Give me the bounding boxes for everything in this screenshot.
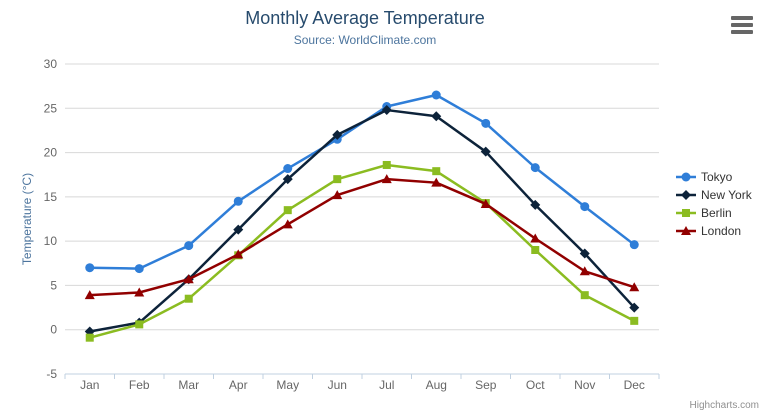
x-axis-label: Mar — [178, 378, 199, 392]
x-axis-label: Jul — [379, 378, 394, 392]
hamburger-bar — [731, 30, 753, 34]
data-point-marker[interactable] — [381, 174, 392, 184]
hamburger-bar — [731, 16, 753, 20]
data-point-marker[interactable] — [431, 111, 442, 122]
data-point-marker[interactable] — [233, 249, 244, 259]
data-point-marker[interactable] — [184, 294, 193, 303]
data-point-marker[interactable] — [629, 282, 640, 292]
y-axis-title: Temperature (°C) — [20, 172, 34, 266]
data-point-marker[interactable] — [579, 248, 590, 259]
data-point-marker[interactable] — [682, 209, 690, 217]
legend-item-tokyo[interactable]: Tokyo — [676, 170, 752, 184]
series-line — [88, 108, 636, 333]
data-point-marker[interactable] — [233, 224, 244, 235]
data-point-marker[interactable] — [579, 266, 590, 276]
legend-label: Berlin — [701, 206, 732, 220]
hamburger-menu-icon[interactable] — [727, 12, 757, 38]
data-point-marker[interactable] — [530, 233, 541, 243]
y-axis-label: 15 — [44, 190, 58, 204]
x-axis-label: Dec — [624, 378, 645, 392]
series-london[interactable] — [84, 174, 640, 300]
data-point-marker[interactable] — [480, 146, 491, 157]
hamburger-bar — [731, 23, 753, 27]
data-point-marker[interactable] — [282, 219, 293, 229]
data-point-marker[interactable] — [580, 202, 590, 212]
legend-item-new-york[interactable]: New York — [676, 188, 752, 202]
data-point-marker[interactable] — [332, 129, 343, 140]
data-point-marker[interactable] — [183, 274, 194, 284]
data-point-marker[interactable] — [382, 160, 391, 169]
data-point-marker[interactable] — [431, 90, 441, 100]
series-line — [88, 93, 636, 270]
series-line — [88, 163, 636, 339]
x-axis-label: May — [276, 378, 299, 392]
data-point-marker[interactable] — [233, 196, 243, 206]
chart-subtitle: Source: WorldClimate.com — [293, 33, 437, 47]
y-axis-label: 20 — [44, 146, 58, 160]
data-point-marker[interactable] — [184, 241, 194, 251]
data-point-marker[interactable] — [283, 206, 292, 215]
data-point-marker[interactable] — [681, 190, 691, 200]
data-point-marker[interactable] — [85, 333, 94, 342]
data-point-marker[interactable] — [283, 164, 293, 174]
y-axis-label: 5 — [50, 278, 57, 292]
x-axis-label: Nov — [574, 378, 595, 392]
y-axis-label: 0 — [50, 323, 57, 337]
data-point-marker[interactable] — [432, 167, 441, 176]
data-point-marker[interactable] — [630, 316, 639, 325]
legend-label: Tokyo — [701, 170, 733, 184]
data-point-marker[interactable] — [282, 174, 293, 185]
credits-link[interactable]: Highcharts.com — [689, 400, 759, 411]
legend-label: New York — [701, 188, 752, 202]
y-axis-label: 25 — [44, 101, 58, 115]
series-line — [88, 177, 636, 297]
x-axis-label: Sep — [475, 378, 497, 392]
legend: Tokyo New York Berlin London — [676, 170, 752, 238]
data-point-marker[interactable] — [481, 118, 491, 128]
x-axis-label: Jun — [328, 378, 347, 392]
x-axis-label: Aug — [426, 378, 447, 392]
series-tokyo[interactable] — [85, 90, 639, 274]
data-point-marker[interactable] — [531, 246, 540, 254]
x-axis-label: Feb — [129, 378, 150, 392]
data-point-marker[interactable] — [681, 172, 691, 182]
data-point-marker[interactable] — [84, 290, 95, 300]
y-axis-label: 30 — [44, 57, 58, 71]
x-axis-label: Apr — [229, 378, 248, 392]
legend-marker-icon — [676, 172, 696, 182]
data-point-marker[interactable] — [134, 264, 144, 274]
chart-title: Monthly Average Temperature — [245, 8, 485, 28]
y-axis-label: -5 — [46, 367, 57, 381]
data-point-marker[interactable] — [333, 175, 342, 184]
data-point-marker[interactable] — [681, 226, 691, 235]
data-point-marker[interactable] — [480, 198, 491, 208]
x-axis-label: Jan — [80, 378, 99, 392]
series-new-york[interactable] — [84, 105, 640, 337]
legend-item-london[interactable]: London — [676, 224, 752, 238]
legend-marker-icon — [676, 190, 696, 200]
data-point-marker[interactable] — [629, 240, 639, 250]
data-point-marker[interactable] — [85, 263, 95, 273]
data-point-marker[interactable] — [431, 177, 442, 187]
data-point-marker[interactable] — [332, 190, 343, 200]
data-point-marker[interactable] — [629, 302, 640, 313]
legend-item-berlin[interactable]: Berlin — [676, 206, 752, 220]
y-axis-label: 10 — [44, 234, 58, 248]
data-point-marker[interactable] — [381, 105, 392, 116]
legend-marker-icon — [676, 209, 696, 217]
x-axis-label: Oct — [526, 378, 545, 392]
legend-marker-icon — [676, 226, 696, 235]
data-point-marker[interactable] — [530, 163, 540, 173]
data-point-marker[interactable] — [580, 291, 589, 300]
data-point-marker[interactable] — [135, 320, 144, 329]
data-point-marker[interactable] — [134, 287, 145, 297]
data-point-marker[interactable] — [530, 199, 541, 210]
legend-label: London — [701, 224, 742, 238]
